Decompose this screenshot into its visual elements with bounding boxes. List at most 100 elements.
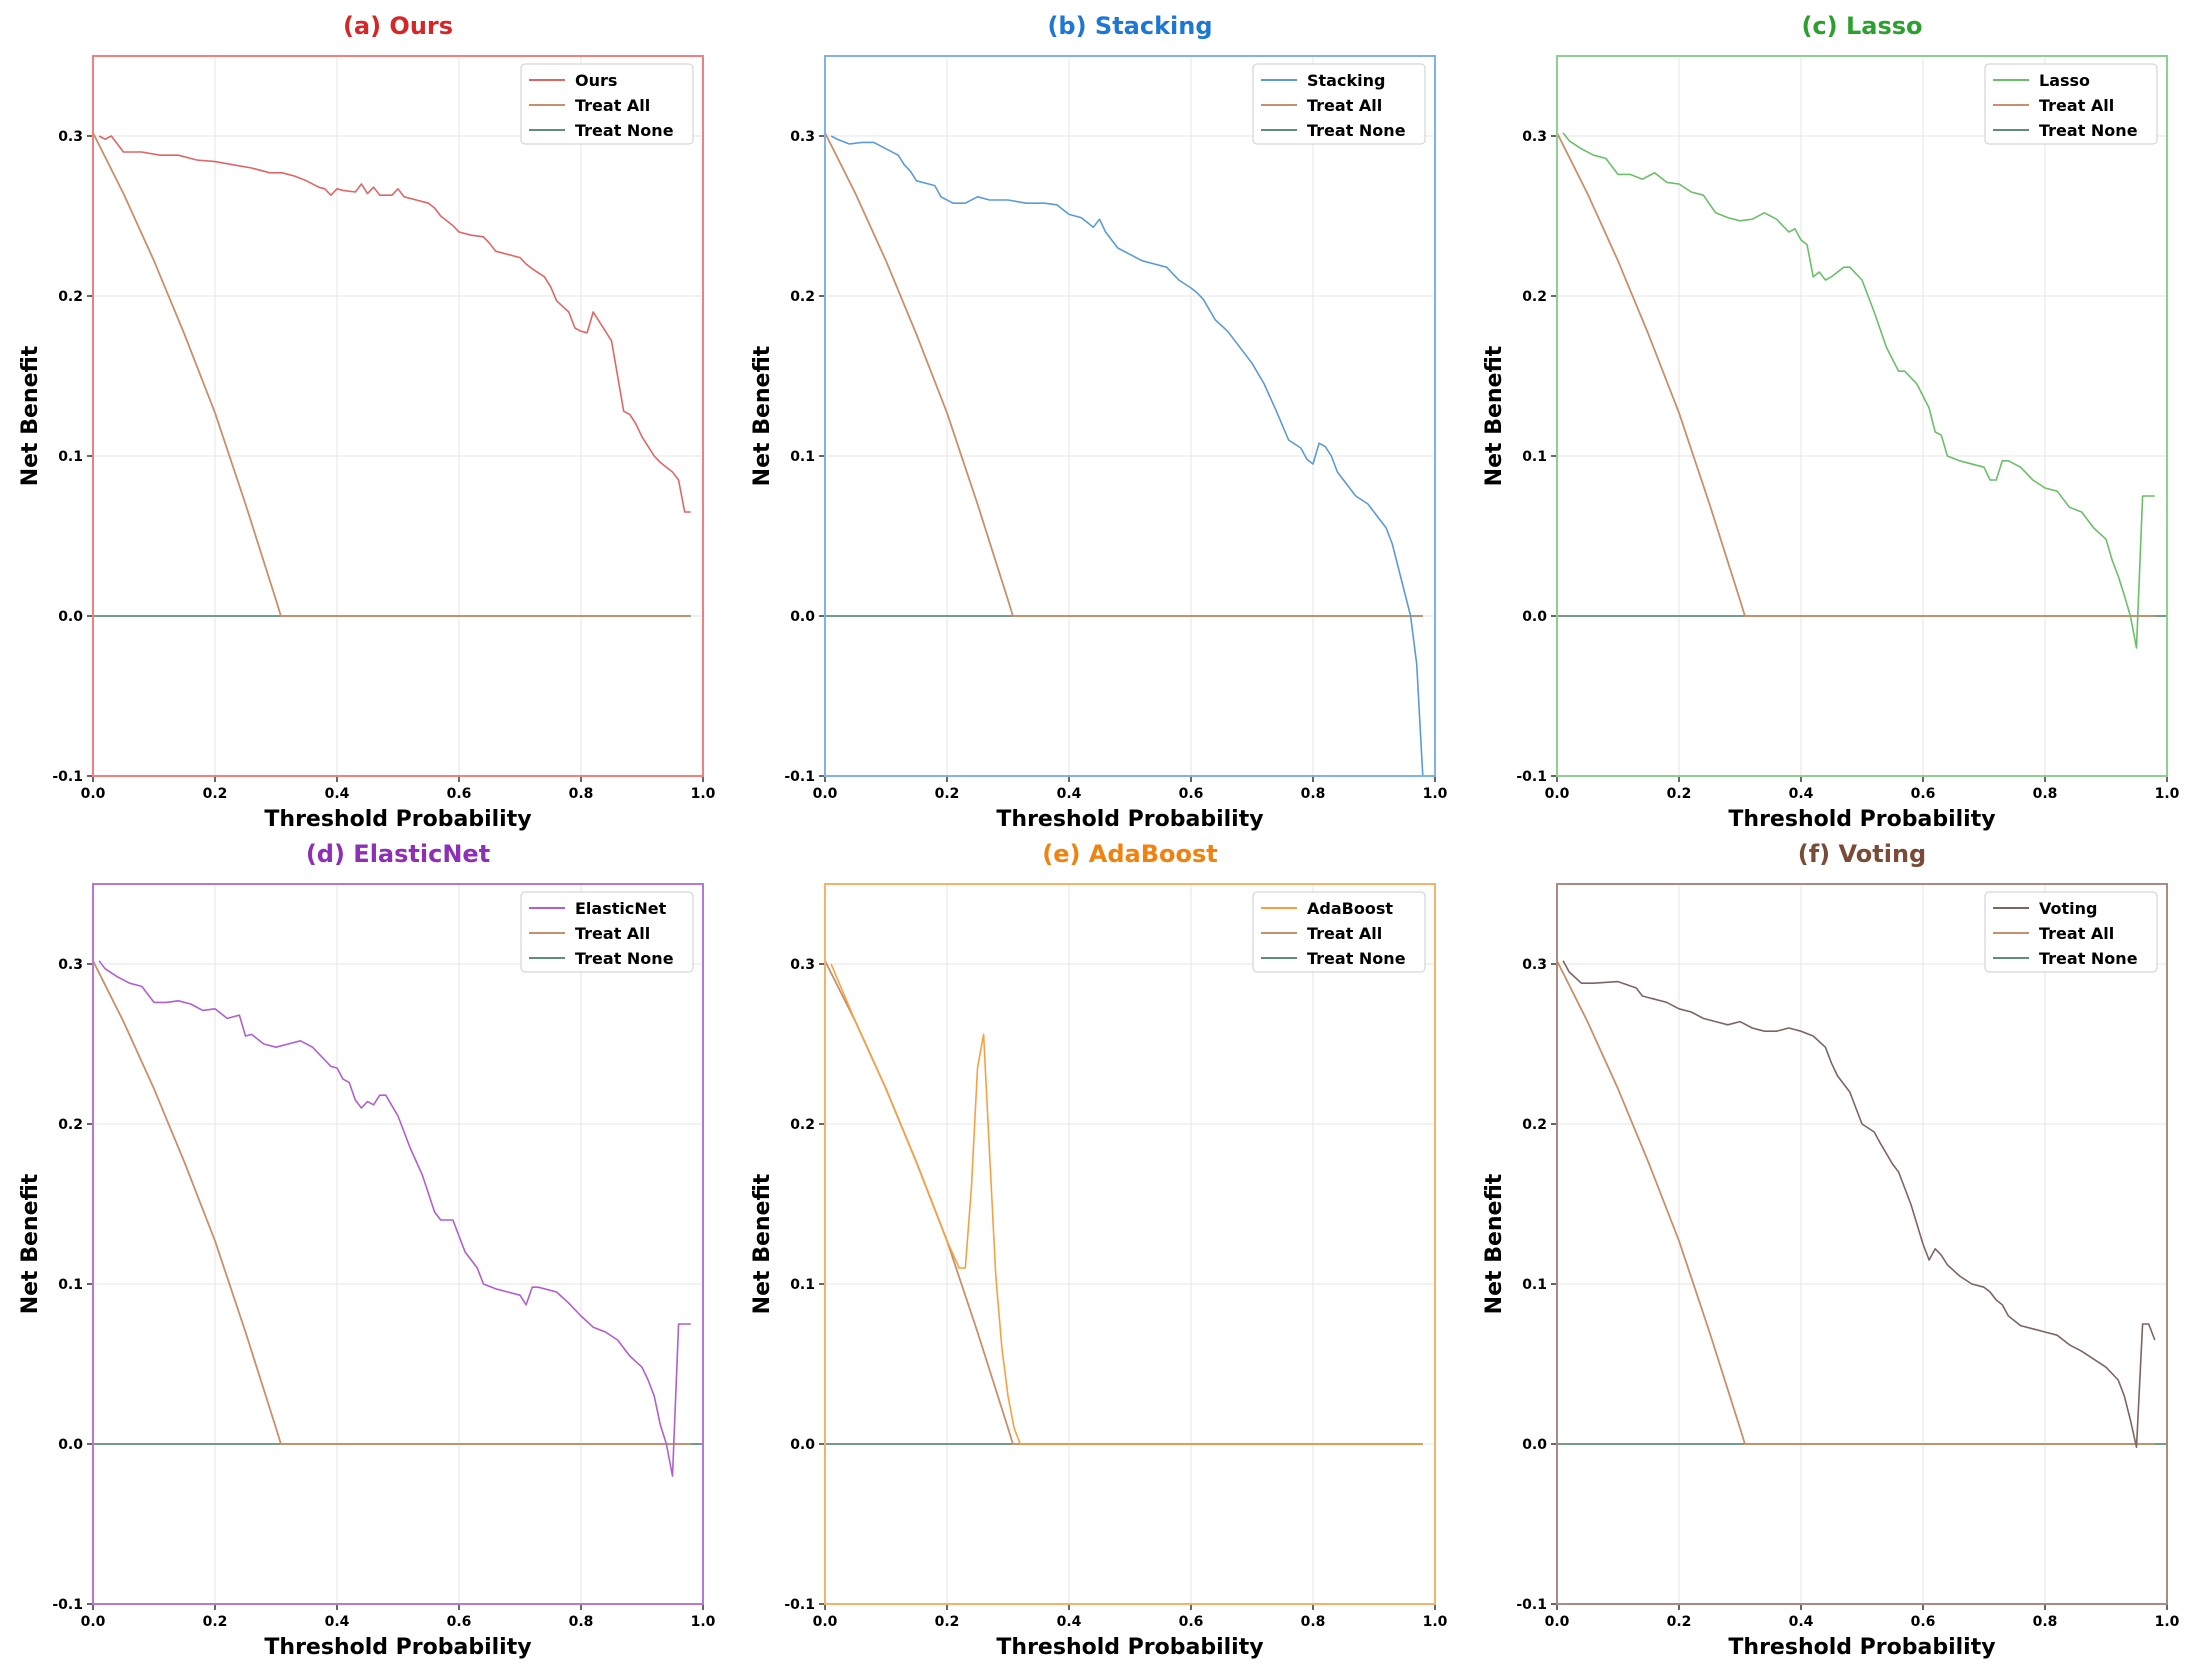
legend-entry: Treat All xyxy=(1307,96,1382,115)
y-tick-label: 0.3 xyxy=(58,957,83,973)
x-tick-label: 0.6 xyxy=(1911,1614,1936,1630)
plot-frame xyxy=(824,883,1436,1605)
series-line-treat-all xyxy=(1556,132,2155,617)
x-tick-label: 0.6 xyxy=(1179,1614,1204,1630)
x-tick-label: 0.2 xyxy=(935,1614,960,1630)
x-tick-label: 1.0 xyxy=(1423,1614,1448,1630)
legend-entry: Ours xyxy=(575,71,617,90)
y-tick-label: 0.1 xyxy=(58,449,83,465)
plot-frame xyxy=(1556,55,2168,777)
y-axis-label: Net Benefit xyxy=(18,345,43,486)
chart-title: (d) ElasticNet xyxy=(306,840,490,868)
x-tick-label: 0.8 xyxy=(569,786,594,802)
x-axis-label: Threshold Probability xyxy=(996,1635,1263,1660)
y-tick-label: 0.3 xyxy=(1522,957,1547,973)
series-line-lasso xyxy=(1562,132,2155,649)
y-tick-label: 0.1 xyxy=(1522,449,1547,465)
x-tick-label: 0.8 xyxy=(1301,1614,1326,1630)
legend-box xyxy=(1252,63,1426,145)
y-tick-label: 0.2 xyxy=(58,1117,83,1133)
x-tick-label: 0.4 xyxy=(1789,786,1814,802)
x-tick-label: 1.0 xyxy=(2155,786,2180,802)
series-line-treat-all xyxy=(824,132,1423,617)
legend-box xyxy=(1984,63,2158,145)
x-tick-label: 0.6 xyxy=(1911,786,1936,802)
y-tick-label: -0.1 xyxy=(784,769,815,785)
y-tick-label: 0.2 xyxy=(1522,1117,1547,1133)
legend: Stacking Treat All Treat None xyxy=(1252,63,1426,145)
y-tick-label: 0.1 xyxy=(1522,1277,1547,1293)
x-axis-label: Threshold Probability xyxy=(996,807,1263,832)
legend-box xyxy=(520,63,694,145)
x-tick-label: 0.2 xyxy=(1667,786,1692,802)
x-tick-label: 0.6 xyxy=(447,786,472,802)
legend: Ours Treat All Treat None xyxy=(520,63,694,145)
legend-entry: Treat All xyxy=(575,924,650,943)
x-tick-label: 0.4 xyxy=(1057,1614,1082,1630)
legend-entry: Treat All xyxy=(575,96,650,115)
x-tick-label: 0.0 xyxy=(813,786,838,802)
y-tick-label: 0.2 xyxy=(790,289,815,305)
x-tick-label: 0.0 xyxy=(81,786,106,802)
y-tick-label: 0.0 xyxy=(1522,1437,1547,1453)
chart-title: (c) Lasso xyxy=(1801,12,1922,40)
legend-box xyxy=(1252,891,1426,973)
y-axis-label: Net Benefit xyxy=(750,345,775,486)
y-tick-label: -0.1 xyxy=(52,1597,83,1613)
x-tick-label: 0.4 xyxy=(325,786,350,802)
x-tick-label: 0.4 xyxy=(1789,1614,1814,1630)
series-line-elasticnet xyxy=(98,960,691,1477)
x-axis-label: Threshold Probability xyxy=(264,807,531,832)
y-tick-label: 0.2 xyxy=(790,1117,815,1133)
x-tick-label: 0.4 xyxy=(1057,786,1082,802)
y-axis-label: Net Benefit xyxy=(1482,1173,1507,1314)
legend-entry: ElasticNet xyxy=(575,899,667,918)
chart-title: (e) AdaBoost xyxy=(1042,840,1218,868)
x-axis-label: Threshold Probability xyxy=(1728,1635,1995,1660)
y-tick-label: 0.3 xyxy=(1522,129,1547,145)
legend-entry: Lasso xyxy=(2039,71,2090,90)
y-tick-label: 0.1 xyxy=(58,1277,83,1293)
x-tick-label: 0.8 xyxy=(1301,786,1326,802)
y-axis-label: Net Benefit xyxy=(1482,345,1507,486)
legend: ElasticNet Treat All Treat None xyxy=(520,891,694,973)
chart-title: (f) Voting xyxy=(1798,840,1926,868)
chart-title: (b) Stacking xyxy=(1047,12,1212,40)
y-tick-label: -0.1 xyxy=(784,1597,815,1613)
y-tick-label: -0.1 xyxy=(1516,1597,1547,1613)
x-tick-label: 0.8 xyxy=(569,1614,594,1630)
y-tick-label: 0.0 xyxy=(58,609,83,625)
legend-entry: Treat None xyxy=(1307,949,1406,968)
legend: AdaBoost Treat All Treat None xyxy=(1252,891,1426,973)
y-tick-label: 0.3 xyxy=(790,129,815,145)
plot-frame xyxy=(1556,883,2168,1605)
legend-entry: Treat None xyxy=(575,121,674,140)
x-tick-label: 1.0 xyxy=(2155,1614,2180,1630)
legend-entry: Treat None xyxy=(2039,949,2138,968)
y-tick-label: 0.0 xyxy=(790,1437,815,1453)
legend: Lasso Treat All Treat None xyxy=(1984,63,2158,145)
series-line-voting xyxy=(1562,960,2156,1448)
x-axis-label: Threshold Probability xyxy=(264,1635,531,1660)
series-line-treat-all xyxy=(92,132,691,617)
plot-frame xyxy=(92,55,704,777)
y-tick-label: 0.0 xyxy=(58,1437,83,1453)
legend-entry: Stacking xyxy=(1307,71,1385,90)
series-line-treat-all xyxy=(1556,960,2155,1445)
x-tick-label: 0.0 xyxy=(813,1614,838,1630)
x-tick-label: 0.2 xyxy=(203,786,228,802)
y-tick-label: 0.0 xyxy=(790,609,815,625)
y-tick-label: 0.0 xyxy=(1522,609,1547,625)
plot-frame xyxy=(824,55,1436,777)
x-tick-label: 1.0 xyxy=(691,1614,716,1630)
x-tick-label: 0.6 xyxy=(1179,786,1204,802)
legend-entry: Treat None xyxy=(575,949,674,968)
chart-title: (a) Ours xyxy=(343,12,453,40)
plot-frame xyxy=(92,883,704,1605)
